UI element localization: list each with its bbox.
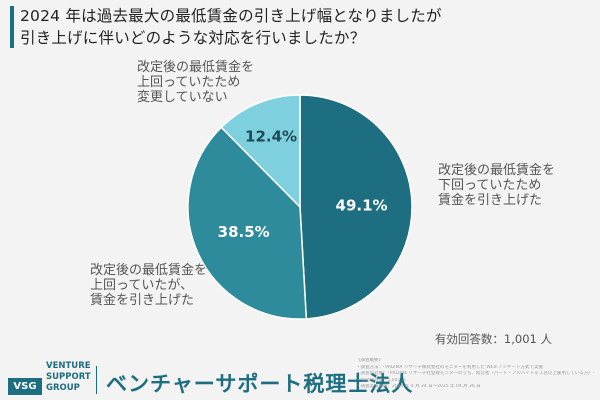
pie-slice-lower-raised [299, 94, 413, 320]
slice-label-no-change-line-2: 上回っていたため [137, 75, 241, 90]
company-name: ベンチャーサポート税理士法人 [106, 372, 414, 396]
survey-note-2: ・調査方法：「PRIZMA リサーチ株式会社のモニターを利用した WEB アンケ… [356, 364, 543, 370]
logo-divider [96, 366, 97, 394]
vsg-logo-mark: VSG [8, 378, 42, 395]
slice-label-no-change-line-3: 変更していない [137, 90, 228, 105]
survey-note-5: ・調査実施期間：2025 年 4 月 24 日～2025 年 04 月 26 日 [356, 384, 481, 390]
chart-title-line-1: 2024 年は過去最大の最低賃金の引き上げ幅となりましたが [20, 7, 442, 25]
pie-slice-above-raised [187, 126, 308, 320]
slice-label-no-change: 改定後の最低賃金を 上回っていたため 変更していない [137, 60, 254, 105]
survey-notes: 《調査概要》 ・調査方法：「PRIZMA リサーチ株式会社のモニターを利用した … [356, 358, 594, 391]
survey-note-1: 《調査概要》 [356, 358, 383, 363]
slice-label-no-change-line-1: 改定後の最低賃金を [137, 60, 255, 75]
survey-note-4: ・有効回答数：1,001 人 [356, 377, 407, 383]
logo-line-1: VENTURE [46, 361, 91, 371]
chart-title: 2024 年は過去最大の最低賃金の引き上げ幅となりましたが 引き上げに伴いどのよ… [20, 5, 590, 49]
vsg-logo-text: VENTURE SUPPORT GROUP [46, 361, 91, 394]
footer [0, 350, 600, 400]
slice-label-above-raised-line-2: 上回っていたが、 [90, 278, 194, 293]
pie-slice-above-raised-value: 38.5% [218, 223, 270, 241]
slice-label-lower-raised: 改定後の最低賃金を 下回っていたため 賃金を引き上げた [438, 163, 555, 208]
pie-slice-lower-raised-value: 49.1% [336, 196, 388, 214]
slice-label-lower-raised-line-3: 賃金を引き上げた [438, 193, 543, 208]
pie-slice-no-change [220, 94, 301, 209]
slice-label-above-raised: 改定後の最低賃金を 上回っていたが、 賃金を引き上げた [90, 263, 207, 308]
respondent-count: 有効回答数：1,001 人 [434, 332, 552, 346]
slice-label-lower-raised-line-2: 下回っていたため [438, 178, 542, 193]
pie-chart: 49.1% 38.5% 12.4% [187, 94, 413, 320]
slice-label-above-raised-line-1: 改定後の最低賃金を [90, 263, 208, 278]
pie-slice-no-change-value: 12.4% [245, 128, 297, 146]
chart-title-line-2: 引き上げに伴いどのような対応を行いましたか？ [20, 29, 366, 47]
logo-line-3: GROUP [46, 383, 80, 393]
logo-line-2: SUPPORT [46, 372, 91, 382]
title-accent-bar [10, 6, 14, 48]
slice-label-lower-raised-line-1: 改定後の最低賃金を [438, 163, 556, 178]
slice-label-above-raised-line-3: 賃金を引き上げた [90, 293, 195, 308]
survey-note-3: ・調査の対象：「PRIZMA リサーチ社登録モニターのうち、経営者（パート・アル… [356, 371, 594, 377]
